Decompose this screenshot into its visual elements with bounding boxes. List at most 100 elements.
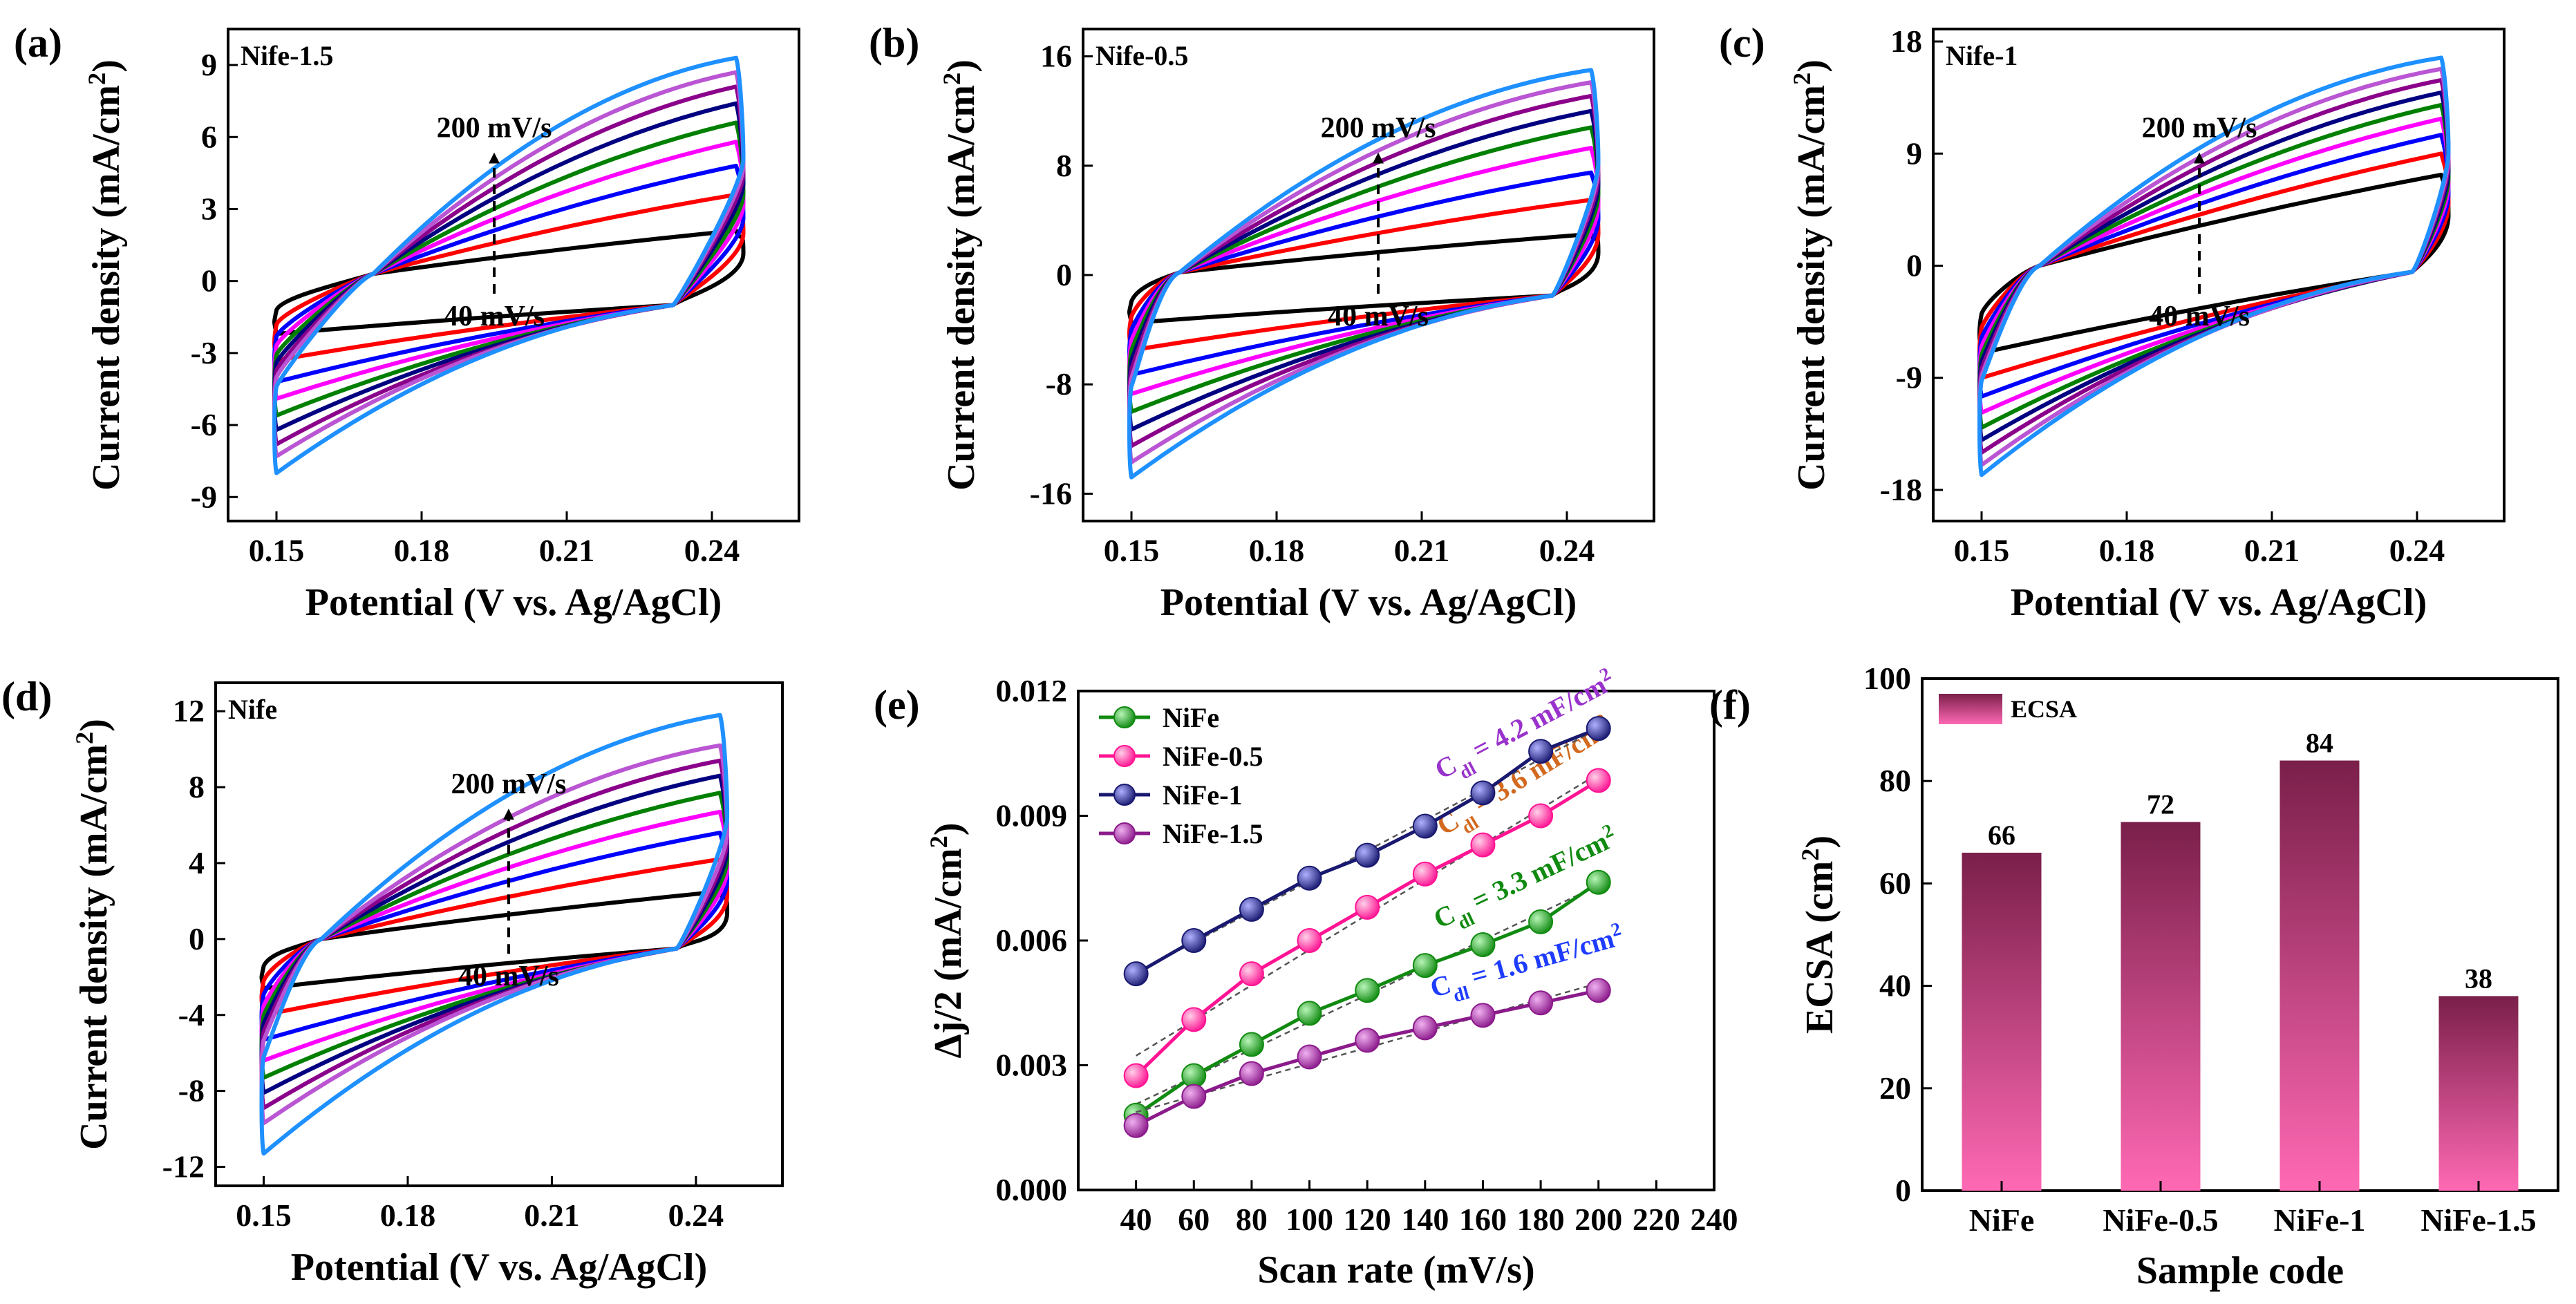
cv-y-tick-label: 8 — [189, 769, 205, 804]
sphere-marker-icon — [1528, 909, 1554, 934]
sphere-marker-icon — [1586, 978, 1611, 1003]
sample-label: Nife-0.5 — [1096, 40, 1188, 71]
cv-x-tick-label: 0.24 — [2389, 533, 2445, 568]
sphere-marker-icon — [1181, 1084, 1207, 1109]
sphere-marker-icon — [1123, 1063, 1149, 1088]
sphere-marker-icon — [1412, 1015, 1438, 1041]
annotation-top: 200 mV/s — [2142, 113, 2257, 144]
x-axis-label: Potential (V vs. Ag/AgCl) — [291, 1246, 708, 1289]
y-axis-label: ECSA (cm2) — [1796, 835, 1841, 1034]
sphere-marker-icon — [1181, 1063, 1207, 1088]
y-label-text: Current density (mA/cm — [940, 85, 983, 491]
legend-sphere-marker-icon — [1113, 745, 1136, 767]
cv-curve-40-mv-s — [259, 889, 730, 991]
cv-axes-frame — [214, 681, 784, 1187]
y-label-close: ) — [85, 59, 128, 73]
cv-x-tick-label: 0.18 — [1249, 533, 1305, 568]
cv-y-tick-label: -4 — [178, 997, 205, 1032]
sphere-marker-icon — [1239, 896, 1264, 922]
x-axis-label: Sample code — [2136, 1249, 2344, 1292]
cv-y-tick-label: 8 — [1056, 148, 1072, 183]
legend-sphere-marker-icon — [1113, 822, 1136, 844]
cv-y-tick-label: 0 — [201, 263, 217, 299]
sphere-marker-icon — [1355, 1028, 1380, 1053]
cv-panel-nife: 0.15 0.18 0.21 0.24 -12 -8 -4 0 4 8 12 200 mV/s 40 m… — [1, 674, 784, 1289]
sphere-marker-icon — [1181, 928, 1207, 953]
cv-curve-200-mv-s — [259, 712, 730, 1156]
y-label-sup: 2 — [70, 732, 98, 744]
annotation-bottom: 40 mV/s — [458, 961, 559, 992]
cdl-y-tick-label: 0.009 — [996, 798, 1068, 833]
sphere-marker-icon — [1470, 932, 1496, 958]
fit-line-nife-0.5 — [1135, 773, 1599, 1057]
annotation-bottom: 40 mV/s — [444, 301, 545, 332]
cv-axes-frame — [227, 28, 800, 522]
cv-y-tick-label: -12 — [162, 1149, 205, 1184]
cv-x-tick-label: 0.24 — [1539, 533, 1595, 568]
cv-y-tick-label: 4 — [189, 845, 205, 880]
annotation-top: 200 mV/s — [437, 113, 552, 144]
sphere-marker-icon — [1412, 861, 1438, 887]
cv-y-tick-label: 9 — [1906, 135, 1922, 171]
sphere-marker-icon — [1355, 842, 1380, 868]
ecsa-value-label: 84 — [2306, 728, 2333, 759]
y-label-sup: 2 — [83, 73, 111, 85]
y-axis-label: Current density (mA/cm2) — [83, 59, 128, 491]
cdl-x-tick-label: 60 — [1178, 1202, 1210, 1237]
sample-label: Nife-1.5 — [241, 40, 333, 71]
ecsa-y-tick-label: 20 — [1879, 1070, 1911, 1106]
cv-curve-120-mv-s — [1977, 102, 2451, 430]
cv-curve-200-mv-s — [1127, 68, 1601, 480]
ecsa-category-label: NiFe-0.5 — [2103, 1202, 2218, 1238]
y-label-sup: 2 — [938, 73, 966, 85]
cv-y-tick-label: -3 — [191, 335, 217, 370]
cv-y-tick-label: -8 — [178, 1073, 205, 1108]
y-axis-label: Δj/2 (mA/cm2) — [925, 823, 970, 1059]
cv-curve-160-mv-s — [259, 758, 730, 1111]
cv-curve-200-mv-s — [1977, 55, 2451, 478]
ecsa-bar-nife-1 — [2279, 760, 2360, 1191]
cdl-x-tick-label: 180 — [1517, 1202, 1565, 1237]
sample-label: Nife — [228, 694, 277, 725]
legend-label: NiFe-0.5 — [1163, 741, 1263, 772]
cv-y-tick-label: -18 — [1880, 472, 1922, 507]
cdl-x-tick-label: 100 — [1286, 1202, 1333, 1237]
cv-curve-180-mv-s — [259, 743, 730, 1126]
cdl-x-tick-label: 80 — [1236, 1202, 1268, 1237]
cdl-x-tick-label: 40 — [1120, 1202, 1152, 1237]
annotation-top: 200 mV/s — [1321, 113, 1436, 144]
x-axis-label: Potential (V vs. Ag/AgCl) — [1160, 581, 1577, 624]
cv-curve-200-mv-s — [272, 55, 746, 475]
cv-y-tick-label: 3 — [201, 191, 217, 226]
cv-curve-80-mv-s — [1127, 170, 1601, 377]
ecsa-category-label: NiFe-1.5 — [2420, 1202, 2536, 1238]
legend-label: NiFe-1 — [1163, 779, 1243, 811]
sphere-marker-icon — [1297, 1001, 1322, 1026]
cv-y-tick-label: -16 — [1030, 475, 1072, 511]
legend-sphere-marker-icon — [1113, 784, 1136, 806]
cv-x-tick-label: 0.18 — [380, 1198, 436, 1233]
ecsa-panel: 0 20 40 60 80 100 66 NiFe 72 NiFe-0.5 84 NiFe-1 38 Ni… — [1709, 661, 2559, 1292]
ecsa-y-tick-label: 60 — [1879, 865, 1911, 900]
y-label-close: ) — [940, 59, 983, 73]
cdl-y-tick-label: 0.003 — [996, 1048, 1068, 1083]
panel-label: (a) — [14, 20, 62, 66]
x-axis-label: Potential (V vs. Ag/AgCl) — [305, 581, 722, 624]
cdl-x-tick-label: 160 — [1459, 1202, 1507, 1237]
cv-curve-60-mv-s — [272, 192, 746, 363]
sphere-marker-icon — [1239, 1032, 1264, 1057]
sphere-marker-icon — [1355, 978, 1380, 1003]
cdl-y-tick-label: 0.000 — [996, 1172, 1068, 1207]
ecsa-y-tick-label: 40 — [1879, 968, 1911, 1003]
sample-label: Nife-1 — [1946, 40, 2018, 71]
y-label-close: ) — [1798, 835, 1841, 849]
cv-y-tick-label: 0 — [1906, 247, 1922, 283]
annotation-bottom: 40 mV/s — [1328, 301, 1429, 332]
cv-panel-nife-1.5: 0.15 0.18 0.21 0.24 -9 -6 -3 0 3 6 9 200 mV/s 40 mV/… — [14, 20, 800, 624]
sphere-marker-icon — [1297, 928, 1322, 953]
cv-x-tick-label: 0.15 — [236, 1198, 292, 1233]
legend-sphere-marker-icon — [1113, 706, 1136, 728]
ecsa-bar-nife-1.5 — [2438, 996, 2519, 1191]
sphere-marker-icon — [1528, 803, 1554, 829]
